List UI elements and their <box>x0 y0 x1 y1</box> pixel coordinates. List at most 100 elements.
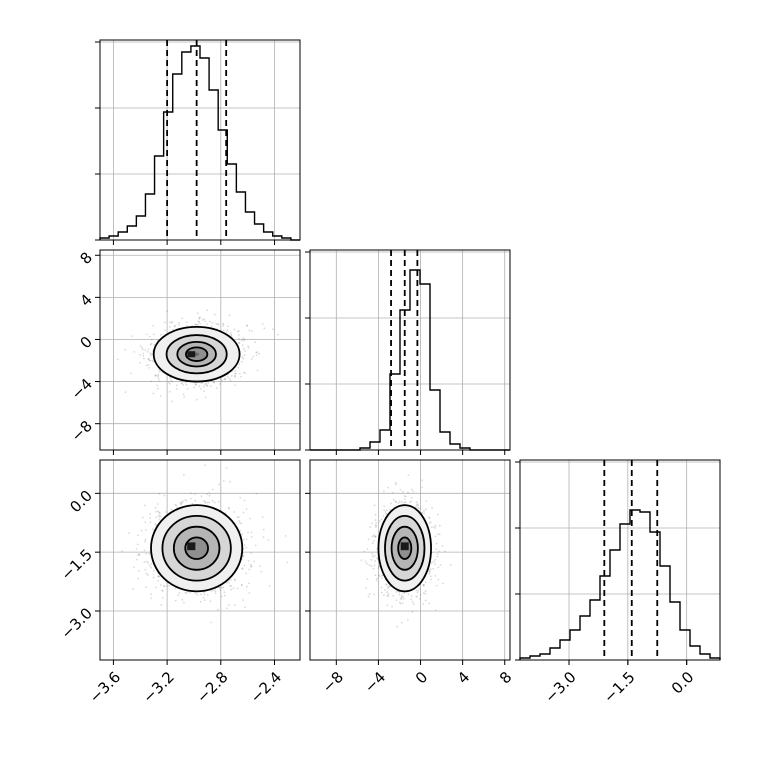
sample-point <box>197 320 200 323</box>
sample-point <box>157 377 160 380</box>
sample-point <box>415 501 418 504</box>
contour-line-3 <box>176 340 217 368</box>
sample-point <box>434 574 437 577</box>
sample-point <box>437 533 439 536</box>
sample-point <box>422 603 425 605</box>
sample-point <box>149 352 152 355</box>
sample-point <box>238 334 240 336</box>
sample-point <box>417 504 419 507</box>
sample-point <box>387 592 390 595</box>
sample-point <box>219 589 222 592</box>
sample-point <box>239 522 241 524</box>
sample-point <box>250 531 253 534</box>
sample-point <box>401 596 403 599</box>
sample-point <box>233 374 236 377</box>
sample-point <box>425 508 427 511</box>
sample-point <box>218 587 221 589</box>
sample-point <box>248 568 251 571</box>
sample-point <box>177 594 180 597</box>
sample-point <box>246 324 249 327</box>
sample-point <box>148 359 151 361</box>
sample-point <box>438 524 441 527</box>
x-tick-label: −2.8 <box>193 668 231 706</box>
sample-point <box>206 594 209 596</box>
sample-point <box>166 585 169 588</box>
sample-point <box>403 597 405 600</box>
sample-point <box>212 488 214 491</box>
sample-point <box>234 375 237 378</box>
sample-point <box>159 515 162 518</box>
sample-point <box>383 505 385 508</box>
sample-point <box>163 585 166 587</box>
sample-point <box>153 570 155 572</box>
sample-point <box>208 494 211 497</box>
sample-point <box>139 361 141 364</box>
sample-point <box>407 491 409 494</box>
sample-point <box>387 486 389 489</box>
sample-point <box>391 491 394 494</box>
sample-point <box>160 333 162 336</box>
sample-point <box>375 522 377 524</box>
sample-point <box>222 325 224 327</box>
sample-point <box>376 577 378 580</box>
sample-point <box>211 499 214 502</box>
sample-point <box>434 524 437 527</box>
sample-point <box>242 555 245 558</box>
sample-point <box>170 321 173 324</box>
sample-point <box>430 578 433 581</box>
sample-point <box>158 511 161 514</box>
sample-point <box>237 341 240 344</box>
sample-point <box>372 567 375 570</box>
sample-point <box>449 564 452 566</box>
sample-point <box>437 566 440 569</box>
pair-frame <box>309 459 511 661</box>
sample-point <box>261 516 264 519</box>
sample-point <box>215 322 218 325</box>
sample-point <box>149 359 152 362</box>
sample-point <box>405 495 407 498</box>
sample-point <box>227 375 229 378</box>
sample-point <box>239 372 241 375</box>
sample-point <box>159 512 161 515</box>
sample-point <box>242 511 245 514</box>
sample-point <box>213 313 216 316</box>
sample-point <box>203 390 205 392</box>
sample-point <box>399 602 402 605</box>
sample-point <box>186 591 188 594</box>
sample-point <box>198 317 201 319</box>
sample-point <box>415 504 418 507</box>
sample-point <box>243 564 246 567</box>
sample-point <box>424 581 427 584</box>
sample-point <box>137 554 140 557</box>
x-tick-label: −2.4 <box>247 668 285 706</box>
sample-point <box>221 379 223 382</box>
sample-point <box>429 570 431 573</box>
sample-point <box>416 595 419 598</box>
sample-point <box>203 500 205 502</box>
sample-point <box>208 492 211 494</box>
sample-point <box>149 517 152 519</box>
sample-point <box>262 536 265 539</box>
sample-point <box>220 586 223 589</box>
sample-point <box>157 575 159 577</box>
sample-point <box>204 396 207 399</box>
contour-line-5 <box>152 325 241 383</box>
sample-point <box>407 474 410 476</box>
y-tick-label: 0.0 <box>66 487 96 517</box>
sample-point <box>390 502 392 505</box>
x-axis-param-3: −3.0 −1.5 0.0 <box>541 660 697 707</box>
sample-point <box>267 539 270 541</box>
sample-point <box>400 621 403 624</box>
histogram-panel-1 <box>95 39 301 245</box>
sample-point <box>184 592 187 594</box>
sample-point <box>385 583 388 586</box>
sample-point <box>395 501 398 504</box>
sample-point <box>365 587 368 589</box>
sample-point <box>386 604 389 607</box>
sample-point <box>196 593 199 596</box>
sample-point <box>394 500 397 503</box>
sample-point <box>412 490 415 493</box>
sample-point <box>214 590 217 593</box>
sample-point <box>194 323 197 326</box>
sample-point <box>234 579 237 581</box>
